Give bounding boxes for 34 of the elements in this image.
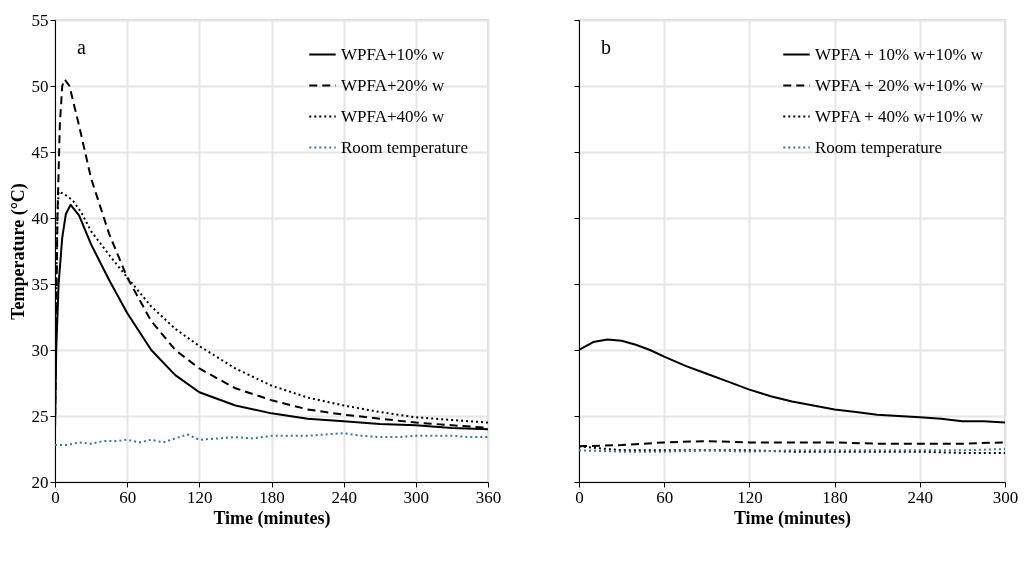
x-tick-label: 0: [575, 487, 584, 507]
legend-label: WPFA + 20% w+10% w: [815, 75, 984, 95]
x-tick-label: 240: [331, 487, 357, 507]
x-tick-label: 300: [403, 487, 430, 507]
y-tick-label: 25: [31, 406, 49, 426]
x-tick-label: 240: [907, 487, 934, 507]
x-tick-label: 180: [822, 487, 848, 507]
y-tick-label: 20: [31, 472, 49, 492]
x-tick-label: 300: [992, 487, 1019, 507]
x-tick-label: 120: [187, 487, 213, 507]
annotation: b: [601, 36, 611, 58]
legend-label: Room temperature: [341, 137, 468, 157]
y-tick-label: 45: [31, 142, 49, 162]
y-tick-label: 40: [31, 208, 49, 228]
legend-label: WPFA + 10% w+10% w: [815, 44, 984, 64]
legend-label: WPFA+20% w: [341, 75, 445, 95]
y-tick-label: 50: [31, 76, 49, 96]
annotation: a: [77, 36, 86, 58]
x-tick-label: 180: [259, 487, 285, 507]
x-axis-title: Time (minutes): [213, 507, 331, 529]
x-axis-title: Time (minutes): [733, 507, 852, 529]
legend-label: WPFA+10% w: [341, 44, 445, 64]
x-tick-label: 60: [119, 487, 137, 507]
legend-label: WPFA + 40% w+10% w: [815, 106, 984, 126]
legend-label: Room temperature: [815, 137, 942, 157]
y-tick-label: 35: [31, 274, 49, 294]
y-axis-title: Temperature (°C): [7, 183, 29, 320]
x-tick-label: 0: [51, 487, 60, 507]
y-tick-label: 30: [31, 340, 49, 360]
x-tick-label: 360: [475, 487, 502, 507]
legend-label: WPFA+40% w: [341, 106, 445, 126]
x-tick-label: 120: [737, 487, 763, 507]
x-tick-label: 60: [656, 487, 674, 507]
y-tick-label: 55: [31, 10, 49, 30]
